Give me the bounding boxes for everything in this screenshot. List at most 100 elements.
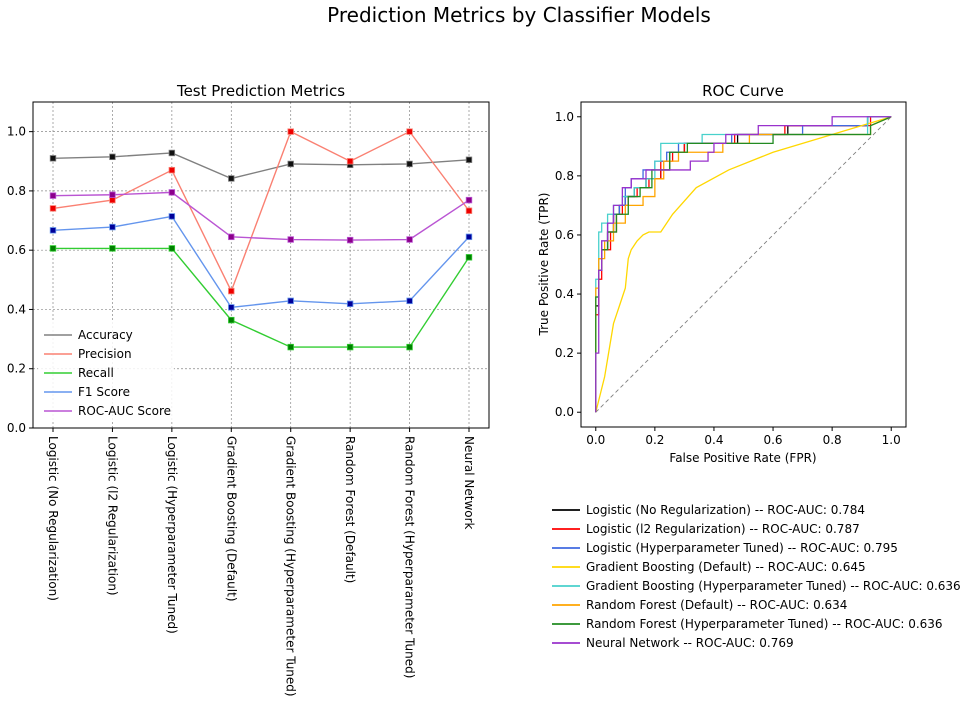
roc-diagonal-reference bbox=[595, 116, 892, 413]
metrics-legend-label: Accuracy bbox=[78, 328, 133, 342]
metrics-data-point bbox=[49, 245, 57, 252]
metrics-series-line bbox=[52, 130, 470, 293]
roc-x-tick-label: 1.0 bbox=[882, 433, 901, 447]
roc-legend-label: Random Forest (Default) -- ROC-AUC: 0.63… bbox=[586, 598, 847, 612]
metrics-data-point bbox=[109, 191, 116, 198]
metrics-data-point bbox=[346, 236, 354, 244]
metrics-legend-label: Recall bbox=[78, 366, 114, 380]
metrics-legend-label: Precision bbox=[78, 347, 132, 361]
metrics-data-point bbox=[406, 236, 413, 243]
metrics-chart: Test Prediction Metrics 0.0 0.2 0.4 0.6 0.8 1… bbox=[7, 82, 490, 697]
metrics-data-point bbox=[465, 207, 473, 214]
metrics-legend-label: ROC-AUC Score bbox=[78, 404, 171, 418]
metrics-legend-box bbox=[38, 322, 174, 422]
metrics-data-point bbox=[168, 245, 176, 252]
metrics-data-point bbox=[465, 156, 473, 163]
metrics-data-point bbox=[49, 227, 57, 234]
metrics-data-point bbox=[287, 128, 294, 135]
metrics-y-tick-label: 0.0 bbox=[7, 421, 26, 435]
metrics-data-point bbox=[109, 245, 116, 252]
metrics-data-point bbox=[228, 287, 235, 295]
roc-legend-label: Gradient Boosting (Default) -- ROC-AUC: … bbox=[586, 560, 866, 574]
roc-diagonal-line bbox=[595, 116, 892, 413]
metrics-x-tick-label: Gradient Boosting (Hyperparameter Tuned) bbox=[284, 436, 298, 697]
roc-x-axis: 0.0 0.2 0.4 0.6 0.8 1.0 bbox=[586, 427, 901, 447]
metrics-legend: Accuracy Precision Recall F1 Score ROC-AUC S… bbox=[38, 322, 174, 422]
roc-legend-label: Logistic (No Regularization) -- ROC-AUC:… bbox=[586, 503, 865, 517]
roc-chart: ROC Curve 0.00.20.40.60.81.0 0.0 0.2 0.4 0.… bbox=[537, 82, 961, 650]
roc-legend-label: Gradient Boosting (Hyperparameter Tuned)… bbox=[586, 579, 961, 593]
metrics-data-point bbox=[228, 316, 235, 324]
roc-x-tick-label: 0.6 bbox=[763, 433, 782, 447]
metrics-data-point bbox=[228, 175, 235, 182]
roc-x-tick-label: 0.0 bbox=[586, 433, 605, 447]
metrics-data-point bbox=[287, 343, 294, 351]
figure-title: Prediction Metrics by Classifier Models bbox=[327, 3, 711, 27]
metrics-data-point bbox=[406, 128, 413, 135]
roc-plot-frame bbox=[580, 101, 907, 428]
roc-legend-label: Random Forest (Hyperparameter Tuned) -- … bbox=[586, 617, 943, 631]
roc-curves bbox=[595, 116, 892, 413]
metrics-x-tick-label: Logistic (l2 Regularization) bbox=[105, 436, 119, 596]
metrics-data-point bbox=[287, 297, 294, 305]
metrics-x-tick-label: Logistic (Hyperparameter Tuned) bbox=[165, 436, 179, 634]
roc-y-tick-label: 1.0 bbox=[555, 110, 574, 124]
metrics-y-tick-label: 0.4 bbox=[7, 302, 26, 316]
roc-curve-line bbox=[595, 116, 892, 413]
metrics-data-point bbox=[168, 213, 176, 220]
metrics-data-point bbox=[109, 196, 116, 204]
metrics-data-point bbox=[406, 160, 413, 168]
metrics-y-tick-label: 0.2 bbox=[7, 362, 26, 376]
roc-y-tick-label: 0.0 bbox=[555, 405, 574, 419]
metrics-data-point bbox=[465, 233, 473, 241]
metrics-data-point bbox=[168, 189, 176, 196]
roc-y-axis-label: True Positive Rate (TPR) bbox=[537, 193, 551, 337]
metrics-series-line bbox=[52, 152, 470, 180]
metrics-x-axis: Logistic (No Regularization) Logistic (l2… bbox=[46, 428, 476, 697]
roc-y-tick-label: 0.4 bbox=[555, 287, 574, 301]
metrics-data-point bbox=[228, 304, 235, 311]
roc-legend-label: Logistic (Hyperparameter Tuned) -- ROC-A… bbox=[586, 541, 898, 555]
roc-legend: Logistic (No Regularization) -- ROC-AUC:… bbox=[552, 503, 961, 650]
roc-y-tick-label: 0.2 bbox=[555, 346, 574, 360]
metrics-data-point bbox=[168, 166, 176, 174]
roc-x-tick-label: 0.4 bbox=[704, 433, 723, 447]
roc-y-tick-label: 0.6 bbox=[555, 228, 574, 242]
metrics-series-line bbox=[52, 215, 470, 309]
metrics-x-tick-label: Logistic (No Regularization) bbox=[46, 436, 60, 601]
metrics-y-tick-label: 1.0 bbox=[7, 125, 26, 139]
metrics-series-line bbox=[53, 247, 470, 348]
metrics-data-point bbox=[465, 254, 473, 261]
metrics-x-tick-label: Random Forest (Default) bbox=[343, 436, 357, 583]
metrics-data-point bbox=[287, 160, 294, 168]
roc-x-axis-label: False Positive Rate (FPR) bbox=[669, 451, 816, 465]
roc-x-tick-label: 0.2 bbox=[645, 433, 664, 447]
metrics-x-tick-label: Random Forest (Hyperparameter Tuned) bbox=[403, 436, 417, 678]
roc-legend-label: Logistic (l2 Regularization) -- ROC-AUC:… bbox=[586, 522, 860, 536]
roc-y-tick-label: 0.8 bbox=[555, 169, 574, 183]
metrics-series-line bbox=[52, 191, 470, 241]
metrics-data-point bbox=[406, 297, 413, 305]
metrics-data-point bbox=[49, 192, 57, 199]
metrics-data-point bbox=[168, 149, 176, 157]
metrics-data-point bbox=[465, 196, 473, 204]
metrics-data-point bbox=[346, 158, 354, 165]
metrics-chart-title: Test Prediction Metrics bbox=[176, 82, 345, 100]
metrics-data-point bbox=[346, 300, 354, 308]
metrics-data-point bbox=[346, 343, 354, 351]
metrics-y-tick-label: 0.6 bbox=[7, 243, 26, 257]
metrics-x-tick-label: Gradient Boosting (Default) bbox=[224, 436, 238, 602]
roc-chart-title: ROC Curve bbox=[702, 82, 784, 100]
roc-curve-line bbox=[595, 116, 892, 413]
metrics-data-point bbox=[109, 153, 116, 161]
roc-x-tick-label: 0.8 bbox=[823, 433, 842, 447]
metrics-data-point bbox=[49, 205, 57, 212]
metrics-series-markers bbox=[49, 128, 473, 351]
metrics-data-point bbox=[109, 223, 116, 231]
roc-y-axis: 0.0 0.2 0.4 0.6 0.8 1.0 bbox=[555, 110, 581, 419]
roc-legend-label: Neural Network -- ROC-AUC: 0.769 bbox=[586, 636, 794, 650]
metrics-legend-label: F1 Score bbox=[78, 385, 130, 399]
metrics-x-tick-label: Neural Network bbox=[462, 436, 476, 530]
metrics-series-lines bbox=[52, 130, 470, 348]
